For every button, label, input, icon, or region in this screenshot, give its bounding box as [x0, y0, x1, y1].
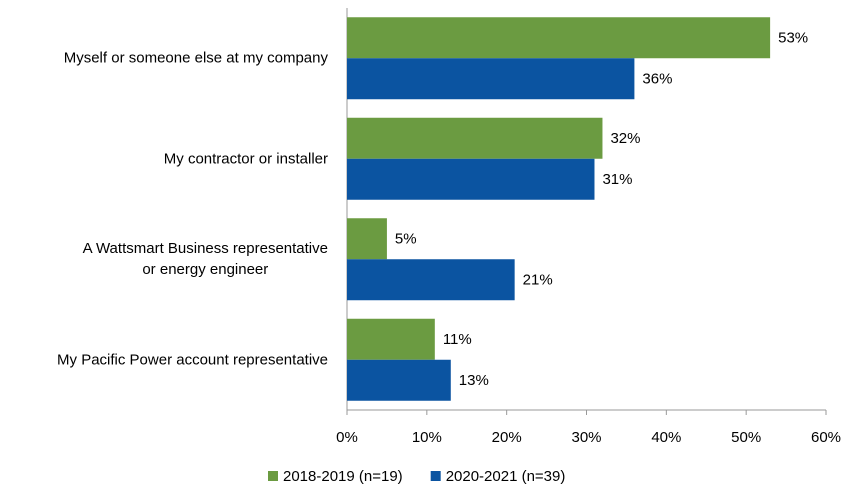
- data-label: 13%: [459, 372, 489, 389]
- x-tick-label: 40%: [651, 429, 681, 446]
- legend-swatch: [268, 471, 278, 481]
- data-label: 32%: [610, 130, 640, 147]
- bar: [347, 318, 435, 360]
- data-label: 5%: [395, 231, 417, 248]
- x-tick-label: 0%: [336, 429, 358, 446]
- x-tick-label: 60%: [811, 429, 841, 446]
- bar: [347, 117, 603, 159]
- bar: [347, 218, 387, 260]
- category-label: My contractor or installer: [163, 150, 328, 168]
- data-label: 36%: [642, 71, 672, 88]
- data-label: 21%: [523, 272, 553, 289]
- data-label: 11%: [443, 331, 472, 348]
- legend-label: 2018-2019 (n=19): [283, 468, 403, 485]
- x-tick-label: 30%: [571, 429, 601, 446]
- bar: [347, 259, 515, 301]
- bar: [347, 158, 595, 200]
- legend-label: 2020-2021 (n=39): [446, 468, 566, 485]
- x-tick-label: 20%: [492, 429, 522, 446]
- x-tick-label: 10%: [412, 429, 442, 446]
- category-label: My Pacific Power account representative: [57, 351, 328, 369]
- category-label: A Wattsmart Business representative or e…: [82, 240, 328, 279]
- category-label: Myself or someone else at my company: [63, 49, 328, 67]
- bar: [347, 17, 771, 59]
- bar: [347, 359, 451, 401]
- legend-swatch: [430, 471, 441, 481]
- bar: [347, 58, 635, 100]
- x-tick-label: 50%: [731, 429, 761, 446]
- data-label: 53%: [778, 30, 808, 47]
- data-label: 31%: [602, 171, 632, 188]
